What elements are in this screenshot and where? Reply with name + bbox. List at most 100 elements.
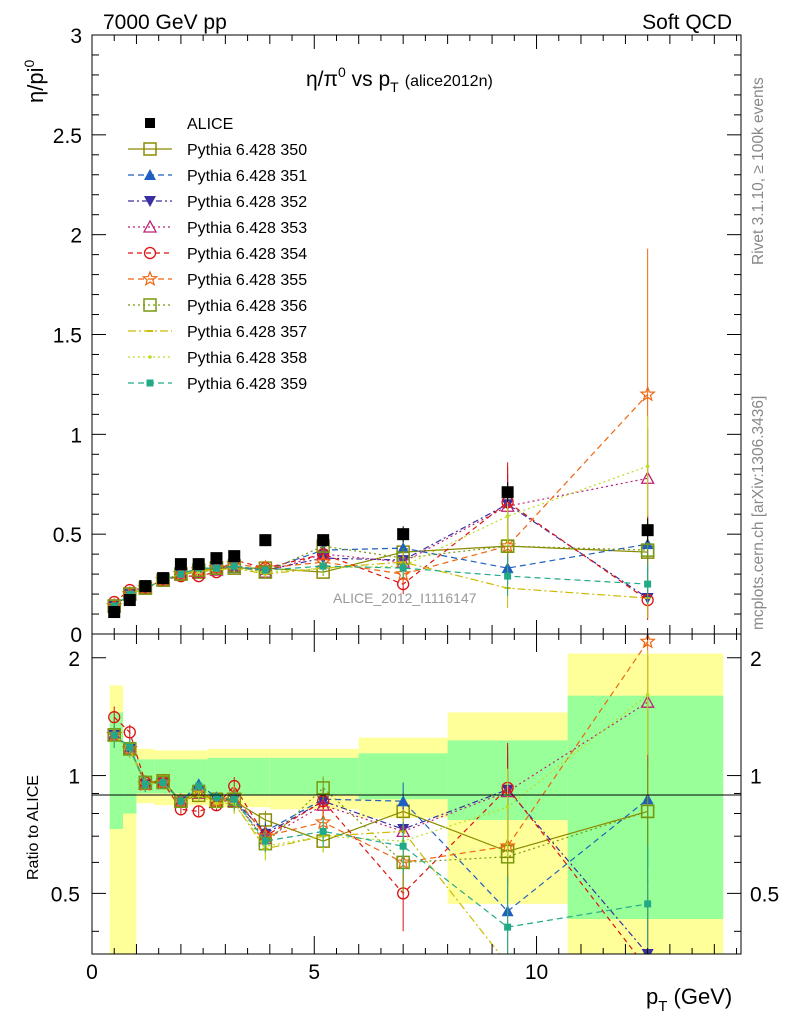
ratio-frame xyxy=(91,633,742,955)
data-point xyxy=(177,570,185,578)
ratio-point xyxy=(212,793,220,801)
alice-data-point xyxy=(228,550,241,563)
ratio-point xyxy=(319,827,327,835)
x-axis-label: pT (GeV) xyxy=(646,984,732,1015)
ratio-point xyxy=(195,782,203,790)
legend-entry: Pythia 6.428 358 xyxy=(128,350,307,367)
plot-title: η/π0 vs pT (alice2012n) xyxy=(306,64,493,95)
data-point xyxy=(319,562,327,570)
legend-entry: Pythia 6.428 357 xyxy=(128,324,307,341)
side-text-bottom: mcplots.cern.ch [arXiv:1306.3436] xyxy=(750,396,767,630)
legend-label: Pythia 6.428 355 xyxy=(187,272,307,289)
ratio-point xyxy=(141,780,149,788)
legend-marker xyxy=(148,355,152,359)
series-line xyxy=(113,501,649,603)
ratio-point xyxy=(177,797,185,805)
legend-entry: Pythia 6.428 359 xyxy=(128,376,307,393)
legend-label: Pythia 6.428 353 xyxy=(187,220,307,237)
data-point xyxy=(230,562,238,570)
series-7 xyxy=(111,552,651,619)
legend-marker xyxy=(145,118,155,128)
data-point xyxy=(504,572,512,580)
watermark: ALICE_2012_I1116147 xyxy=(333,590,477,606)
ratio-point xyxy=(126,743,134,751)
ratio-point xyxy=(505,805,510,810)
alice-data-point xyxy=(192,558,205,571)
ratio-point xyxy=(642,964,653,975)
data-point xyxy=(640,543,655,557)
series-line xyxy=(113,465,648,607)
legend-entry: Pythia 6.428 355 xyxy=(128,270,307,289)
legend-marker xyxy=(144,196,156,207)
legend-label: Pythia 6.428 359 xyxy=(187,376,307,393)
alice-data-point xyxy=(259,534,272,547)
alice-data-point xyxy=(317,534,330,547)
ratio-point xyxy=(214,801,219,805)
alice-data-point xyxy=(397,528,410,541)
legend-marker xyxy=(144,169,156,180)
data-point xyxy=(399,564,407,572)
main-panel: 0 0.5 1 1.5 2 2.5 3 xyxy=(53,25,742,647)
legend-label: Pythia 6.428 357 xyxy=(187,324,307,341)
data-point xyxy=(261,566,269,574)
ratio-point xyxy=(397,795,410,807)
legend-marker xyxy=(142,219,158,233)
side-text-top: Rivet 3.1.10, ≥ 100k events xyxy=(750,77,767,265)
legend-entry: Pythia 6.428 353 xyxy=(128,219,307,237)
legend: ALICE Pythia 6.428 350 Pythia 6.428 351 Pyt… xyxy=(128,116,307,393)
data-point xyxy=(397,542,410,554)
legend-label: Pythia 6.428 350 xyxy=(187,142,307,159)
x-tick-label: 5 xyxy=(308,961,320,984)
alice-data-point xyxy=(501,486,514,499)
ratio-series-9 xyxy=(110,723,652,954)
ratio-point xyxy=(640,804,655,819)
data-point xyxy=(505,514,510,518)
ratio-point xyxy=(230,795,238,803)
ratio-point xyxy=(645,692,650,697)
data-point xyxy=(212,564,220,572)
main-y-tick-label: 0.5 xyxy=(53,524,82,547)
ratio-y-tick-label-right: 1 xyxy=(750,766,762,789)
alice-data-point xyxy=(123,594,136,607)
ratio-y-axis-label: Ratio to ALICE xyxy=(25,775,42,880)
alice-data-point xyxy=(139,580,152,593)
uncertainty-band-green xyxy=(567,695,724,920)
main-y-axis-label: η/pi0 xyxy=(21,60,48,103)
legend-entry: ALICE xyxy=(145,116,233,133)
legend-entry: Pythia 6.428 351 xyxy=(128,168,307,185)
legend-marker xyxy=(143,246,157,260)
legend-label: Pythia 6.428 354 xyxy=(187,246,307,263)
legend-entry: Pythia 6.428 354 xyxy=(128,246,307,263)
ratio-point xyxy=(123,726,136,739)
alice-data-point xyxy=(157,572,170,585)
main-y-tick-label: 3 xyxy=(70,25,82,48)
series-3 xyxy=(107,428,655,612)
legend-entry: Pythia 6.428 352 xyxy=(128,194,307,211)
legend-marker xyxy=(143,298,157,312)
legend-label: ALICE xyxy=(187,116,233,133)
header-right: Soft QCD xyxy=(642,11,732,34)
legend-entry: Pythia 6.428 350 xyxy=(128,142,307,159)
main-y-tick-label: 1.5 xyxy=(53,325,82,348)
ratio-point xyxy=(504,923,512,931)
legend-marker xyxy=(143,142,157,156)
ratio-point xyxy=(108,711,121,724)
ratio-point xyxy=(110,731,118,739)
ratio-point xyxy=(644,900,652,908)
x-tick-label: 0 xyxy=(86,961,98,984)
series-line xyxy=(113,477,648,607)
ratio-y-tick-label-right: 0.5 xyxy=(750,883,779,906)
alice-data-point xyxy=(641,524,654,537)
data-point xyxy=(644,580,652,588)
ratio-point xyxy=(639,634,656,649)
data-point xyxy=(645,464,650,469)
legend-label: Pythia 6.428 358 xyxy=(187,350,307,367)
alice-data-point xyxy=(108,606,121,619)
ratio-point xyxy=(192,805,205,818)
ratio-y-tick-label-left: 2 xyxy=(68,648,80,671)
ratio-y-tick-label-right: 2 xyxy=(750,648,762,671)
ratio-point xyxy=(159,779,167,787)
legend-marker xyxy=(141,270,159,287)
alice-data-point xyxy=(174,558,187,571)
